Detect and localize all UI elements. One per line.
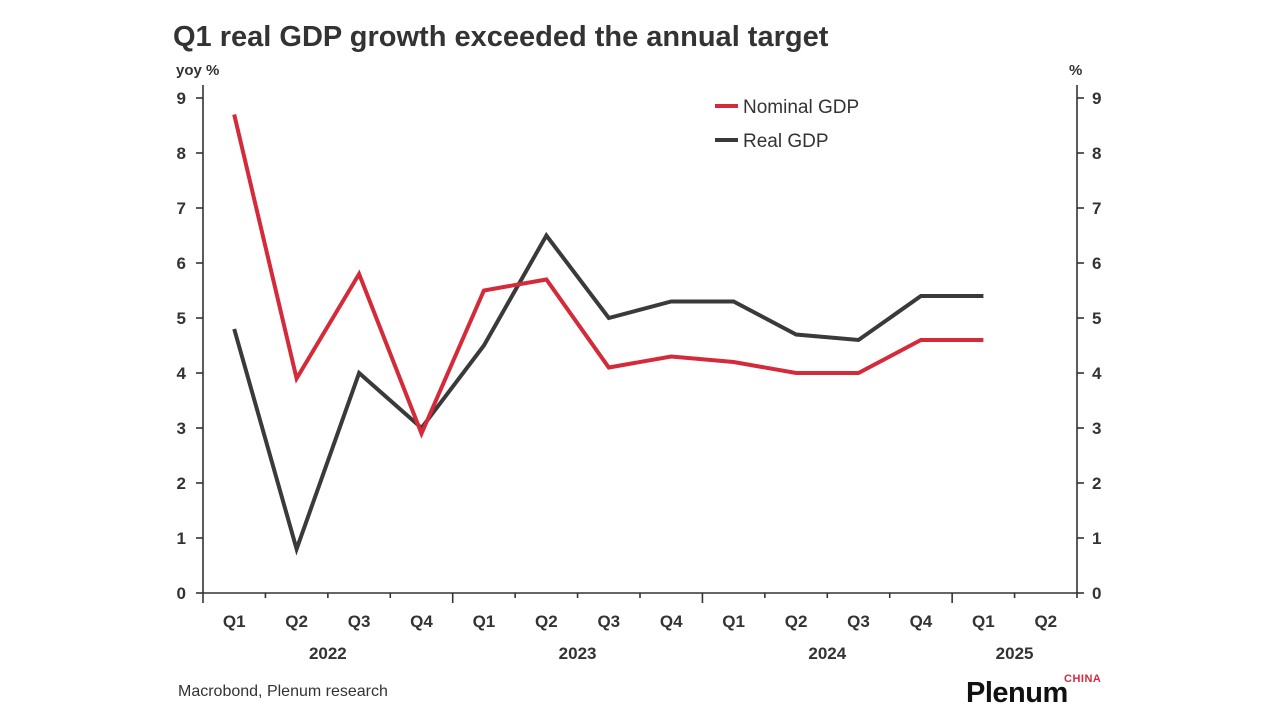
x-year-label: 2024 xyxy=(808,644,846,663)
left-y-tick-label: 6 xyxy=(177,254,186,273)
legend-label-real-gdp: Real GDP xyxy=(743,131,829,152)
series-line-nominal-gdp xyxy=(232,114,984,439)
right-y-tick-label: 9 xyxy=(1092,89,1101,108)
x-tick-label: Q2 xyxy=(535,612,558,631)
right-axis-unit: % xyxy=(1069,62,1082,79)
x-year-label: 2023 xyxy=(559,644,597,663)
x-tick-label: Q1 xyxy=(473,612,496,631)
legend-label-nominal-gdp: Nominal GDP xyxy=(743,97,859,118)
left-y-tick-label: 0 xyxy=(177,584,186,603)
x-tick-label: Q2 xyxy=(785,612,808,631)
left-y-tick-label: 9 xyxy=(177,89,186,108)
right-y-tick-label: 2 xyxy=(1092,474,1101,493)
right-y-tick-label: 4 xyxy=(1092,364,1102,383)
left-y-tick-label: 2 xyxy=(177,474,186,493)
tick-labels: 0 0 1 1 2 2 3 3 4 4 5 5 6 6 7 7 8 8 9 9 Q1 Q2 Q3 Q4 Q1 Q2 Q3 Q4 Q1 Q2… xyxy=(177,89,1102,663)
x-year-label: 2022 xyxy=(309,644,347,663)
x-tick-label: Q2 xyxy=(285,612,308,631)
x-tick-label: Q3 xyxy=(348,612,371,631)
logo-wordmark: Plenum xyxy=(966,677,1068,709)
left-y-tick-label: 1 xyxy=(177,529,186,548)
plenum-logo: Plenum CHINA xyxy=(966,673,1101,709)
x-tick-label: Q4 xyxy=(410,612,433,631)
left-y-tick-label: 7 xyxy=(177,199,186,218)
right-y-tick-label: 3 xyxy=(1092,419,1101,438)
x-tick-label: Q1 xyxy=(223,612,246,631)
chart-title: Q1 real GDP growth exceeded the annual t… xyxy=(173,21,829,53)
x-tick-label: Q4 xyxy=(660,612,683,631)
right-y-tick-label: 6 xyxy=(1092,254,1101,273)
x-tick-label: Q1 xyxy=(722,612,745,631)
legend: Nominal GDP Real GDP xyxy=(715,97,859,152)
right-y-tick-label: 7 xyxy=(1092,199,1101,218)
logo-region: CHINA xyxy=(1064,673,1101,685)
left-y-tick-label: 4 xyxy=(177,364,187,383)
x-tick-label: Q4 xyxy=(910,612,933,631)
right-y-tick-label: 1 xyxy=(1092,529,1101,548)
series-lines xyxy=(232,114,984,556)
right-y-tick-label: 5 xyxy=(1092,309,1101,328)
x-tick-label: Q2 xyxy=(1034,612,1057,631)
left-y-tick-label: 5 xyxy=(177,309,186,328)
right-y-tick-label: 0 xyxy=(1092,584,1101,603)
left-axis-unit: yoy % xyxy=(176,62,219,79)
series-line-real-gdp xyxy=(232,231,984,556)
x-tick-label: Q3 xyxy=(597,612,620,631)
right-y-tick-label: 8 xyxy=(1092,144,1101,163)
x-tick-label: Q1 xyxy=(972,612,995,631)
x-year-label: 2025 xyxy=(996,644,1034,663)
chart-axes xyxy=(196,85,1084,603)
source-note: Macrobond, Plenum research xyxy=(178,683,388,700)
left-y-tick-label: 8 xyxy=(177,144,186,163)
left-y-tick-label: 3 xyxy=(177,419,186,438)
x-tick-label: Q3 xyxy=(847,612,870,631)
